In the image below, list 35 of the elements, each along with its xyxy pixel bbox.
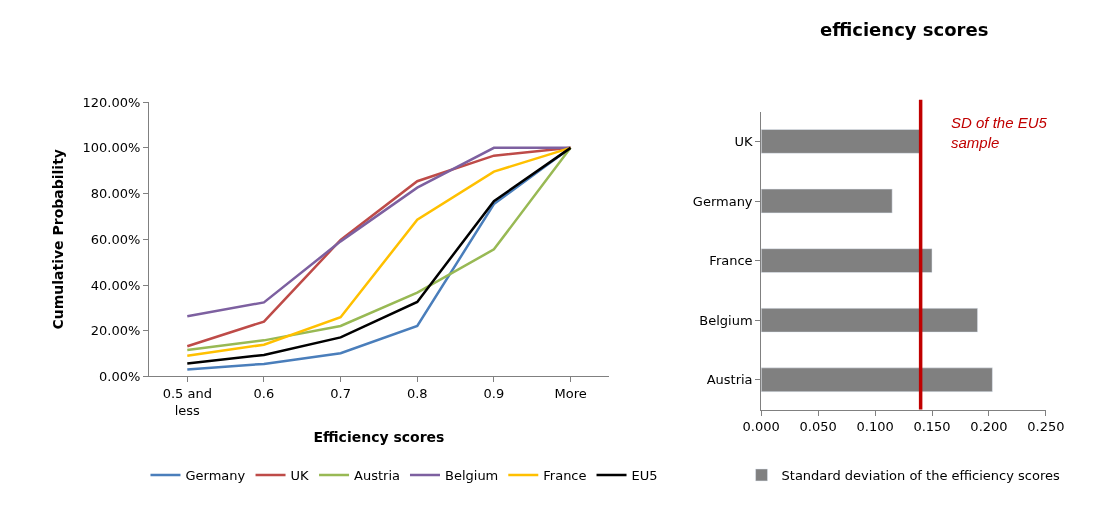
x-tick-label: More (554, 386, 587, 402)
ref-line-label: SD of the EU5 sample (951, 114, 1048, 151)
x-tick-label: 0.7 (330, 386, 351, 402)
y-tick-label: 80.00% (90, 186, 141, 202)
legend-label: Belgium (444, 468, 499, 484)
y-tick-label: Belgium (699, 312, 753, 328)
chart-title: efficiency scores (820, 19, 989, 40)
legend-label: Standard deviation of the efficiency scores (781, 468, 1060, 484)
legend-label: UK (290, 468, 310, 484)
y-tick-label: 120.00% (82, 94, 141, 110)
x-tick-label: 0.100 (856, 419, 894, 435)
x-tick-label: 0.6 (253, 386, 275, 402)
y-axis-title: Cumulative Probability (50, 149, 67, 330)
legend-label: EU5 (631, 468, 658, 484)
x-tick-label: 0.050 (799, 419, 837, 435)
x-tick-label: 0.150 (913, 419, 951, 435)
legend-label: France (543, 468, 587, 484)
x-tick-label: 0.8 (406, 386, 428, 402)
y-tick-label: France (709, 253, 753, 269)
y-tick-label: 20.00% (90, 323, 141, 339)
x-tick-label: 0.200 (970, 419, 1008, 435)
legend-label: Germany (185, 468, 246, 484)
y-tick-label: UK (734, 133, 754, 149)
y-tick-label: Austria (706, 372, 753, 388)
legend-label: Austria (354, 468, 400, 484)
y-tick-label: 100.00% (82, 140, 141, 156)
x-tick-label: 0.250 (1027, 419, 1065, 435)
x-axis-title: Efficiency scores (313, 429, 445, 446)
x-tick-label: 0.9 (483, 386, 505, 402)
x-tick-label: 0.000 (742, 419, 780, 435)
x-tick-label: 0.5 and less (162, 386, 212, 418)
y-tick-label: 40.00% (90, 277, 141, 293)
y-tick-label: Germany (692, 193, 753, 209)
y-tick-label: 0.00% (99, 369, 141, 385)
y-tick-label: 60.00% (90, 231, 141, 247)
